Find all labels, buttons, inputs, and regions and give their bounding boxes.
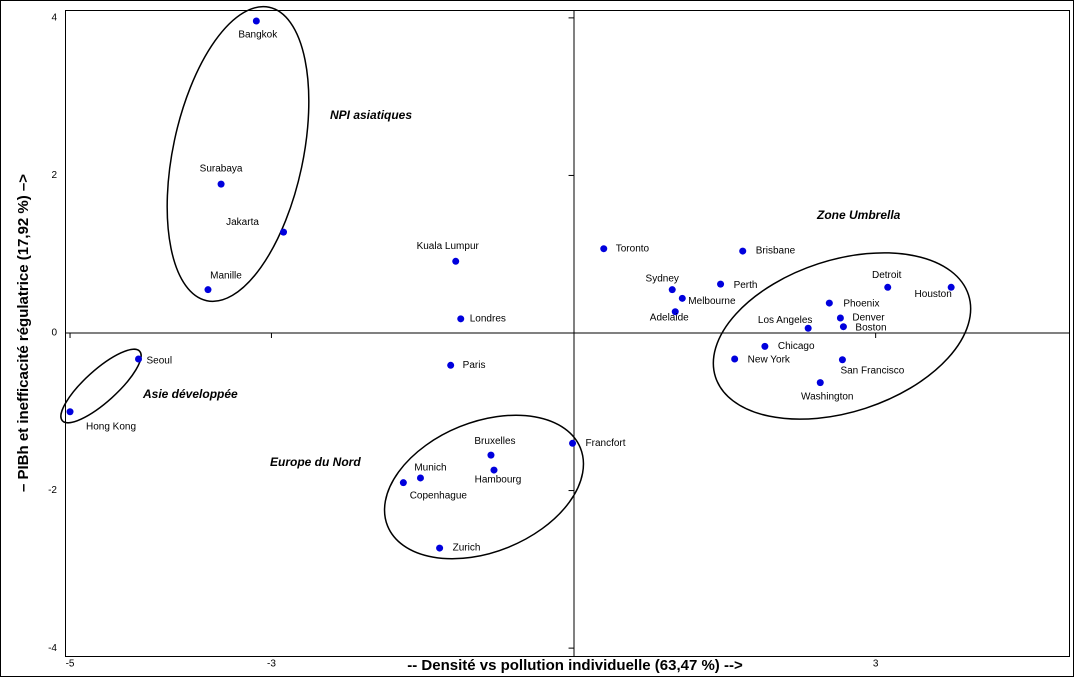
point (399, 479, 407, 487)
annotation: NPI asiatiques (330, 108, 412, 122)
point (217, 180, 225, 188)
ellipse-europe (383, 414, 585, 560)
point (804, 324, 812, 332)
point (487, 451, 495, 459)
point-label: Munich (414, 463, 446, 474)
point (490, 466, 498, 474)
point-label: Detroit (872, 270, 902, 281)
point-label: Francfort (586, 438, 626, 449)
point (416, 474, 424, 482)
ellipse-npi (166, 5, 310, 303)
y-axis-title: – PIBh et inefficacité régulatrice (17,9… (15, 174, 32, 492)
point-label: Melbourne (688, 296, 736, 307)
x-tick-label: -3 (267, 659, 276, 670)
point-label: San Francisco (840, 365, 904, 376)
y-tick-label: 2 (51, 170, 57, 181)
point-label: Adelaide (650, 312, 689, 323)
point (252, 17, 260, 25)
y-tick-label: 0 (51, 328, 57, 339)
point (457, 315, 465, 323)
point (947, 283, 955, 291)
point-label: Perth (734, 280, 758, 291)
point (884, 283, 892, 291)
point-label: Zurich (453, 543, 481, 554)
point (135, 355, 143, 363)
point-label: New York (748, 355, 791, 366)
annotation: Zone Umbrella (816, 208, 901, 222)
point (452, 257, 460, 265)
point-label: Surabaya (200, 164, 243, 175)
point-label: Kuala Lumpur (417, 241, 480, 252)
point-label: Hambourg (475, 475, 522, 486)
x-axis-title: -- Densité vs pollution individuelle (63… (407, 657, 743, 674)
point (600, 245, 608, 253)
x-tick-label: 3 (873, 659, 879, 670)
y-tick-label: -4 (48, 643, 57, 654)
point (204, 286, 212, 294)
point-label: Toronto (616, 243, 650, 254)
point (838, 356, 846, 364)
point-label: Los Angeles (758, 315, 813, 326)
point-label: Bangkok (238, 30, 278, 41)
point (678, 294, 686, 302)
point (569, 439, 577, 447)
point-label: Chicago (778, 341, 815, 352)
point-label: Londres (470, 313, 506, 324)
point-label: Houston (915, 289, 952, 300)
point (447, 361, 455, 369)
ellipse-asie (60, 348, 142, 424)
point (280, 228, 288, 236)
point-label: Phoenix (843, 299, 879, 310)
x-tick-label: -5 (66, 659, 75, 670)
y-tick-label: -2 (48, 485, 57, 496)
point-label: Boston (855, 322, 886, 333)
point (731, 355, 739, 363)
point (816, 379, 824, 387)
point (739, 247, 747, 255)
point (761, 342, 769, 350)
point-label: Brisbane (756, 246, 796, 257)
point (825, 299, 833, 307)
point (66, 408, 74, 416)
point (436, 544, 444, 552)
point (836, 314, 844, 322)
y-tick-label: 4 (51, 13, 57, 24)
point-label: Denver (852, 313, 885, 324)
point (717, 280, 725, 288)
annotation: Europe du Nord (270, 455, 361, 469)
point-label: Copenhague (410, 490, 468, 501)
point-label: Paris (463, 360, 486, 371)
point-label: Hong Kong (86, 421, 136, 432)
point-label: Bruxelles (474, 436, 515, 447)
point (668, 286, 676, 294)
point-label: Sydney (646, 273, 679, 284)
point-label: Jakarta (226, 217, 259, 228)
annotation: Asie développée (142, 387, 238, 401)
point (671, 308, 679, 316)
point-label: Manille (210, 270, 242, 281)
point-label: Washington (801, 391, 853, 402)
ellipse-umbrella (712, 252, 972, 420)
point (839, 323, 847, 331)
point-label: Seoul (147, 356, 173, 367)
